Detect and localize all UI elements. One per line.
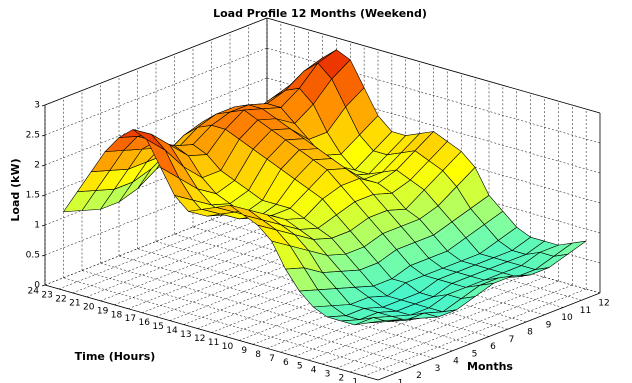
x-tick-label: 3 [435,364,441,374]
z-tick-label: 0.5 [26,251,40,261]
x-tick-label: 11 [580,306,591,316]
z-tick [41,254,46,257]
y-tick-label: 21 [69,298,80,308]
z-tick [41,164,46,167]
x-axis-label: Months [467,360,513,373]
x-tick-label: 7 [509,335,515,345]
x-tick-label: 8 [527,328,533,338]
y-tick-label: 14 [166,326,178,336]
axis-line [377,292,601,381]
z-tick-label: 2.5 [26,131,40,141]
x-tick-label: 4 [453,357,459,367]
x-tick-label: 1 [398,378,404,383]
x-tick-label: 12 [598,299,609,309]
y-tick-label: 3 [325,370,331,380]
x-tick-label: 6 [490,342,496,352]
surface-patch [368,319,402,324]
z-tick-label: 1 [34,221,40,231]
grid-line [81,270,416,366]
y-tick-label: 11 [208,338,219,348]
x-tick-label: 9 [546,320,552,330]
y-tick-label: 5 [297,362,303,372]
x-tick-label: 5 [472,349,478,359]
y-tick-label: 19 [97,306,109,316]
y-tick-label: 6 [283,358,289,368]
z-tick-label: 2 [34,161,40,171]
z-axis-label: Load (kW) [9,158,22,221]
y-tick-label: 20 [83,302,95,312]
y-tick-label: 12 [194,334,205,344]
y-axis-label: Time (Hours) [75,350,156,363]
axis-line [44,284,379,381]
y-tick-label: 24 [28,287,40,297]
y-tick-label: 13 [180,330,191,340]
z-tick [41,104,46,107]
x-tick-label: 2 [416,371,422,381]
y-tick-label: 8 [255,350,261,360]
y-tick-label: 10 [222,342,234,352]
grid-line [118,255,453,352]
axis-line [266,17,601,114]
grid-line [63,277,397,373]
y-tick-label: 1 [352,378,358,383]
x-tick-label: 10 [561,313,573,323]
y-tick-label: 23 [41,290,52,300]
z-tick [41,224,46,227]
z-tick [41,134,46,137]
z-tick-label: 0 [34,281,40,291]
y-tick-label: 17 [125,314,136,324]
y-tick-label: 4 [311,366,317,376]
z-tick [41,284,46,287]
axis-line [44,17,268,106]
y-tick-label: 22 [55,294,66,304]
y-tick-label: 18 [111,310,123,320]
y-tick-label: 16 [139,318,151,328]
y-tick-label: 9 [241,346,247,356]
y-tick-label: 7 [269,354,275,364]
grid-line [100,263,434,359]
chart-title: Load Profile 12 Months (Weekend) [213,7,427,20]
z-tick-label: 3 [34,101,40,111]
y-tick-label: 15 [152,322,163,332]
z-tick [41,194,46,197]
z-tick-label: 1.5 [26,191,40,201]
y-tick-label: 2 [339,374,345,383]
